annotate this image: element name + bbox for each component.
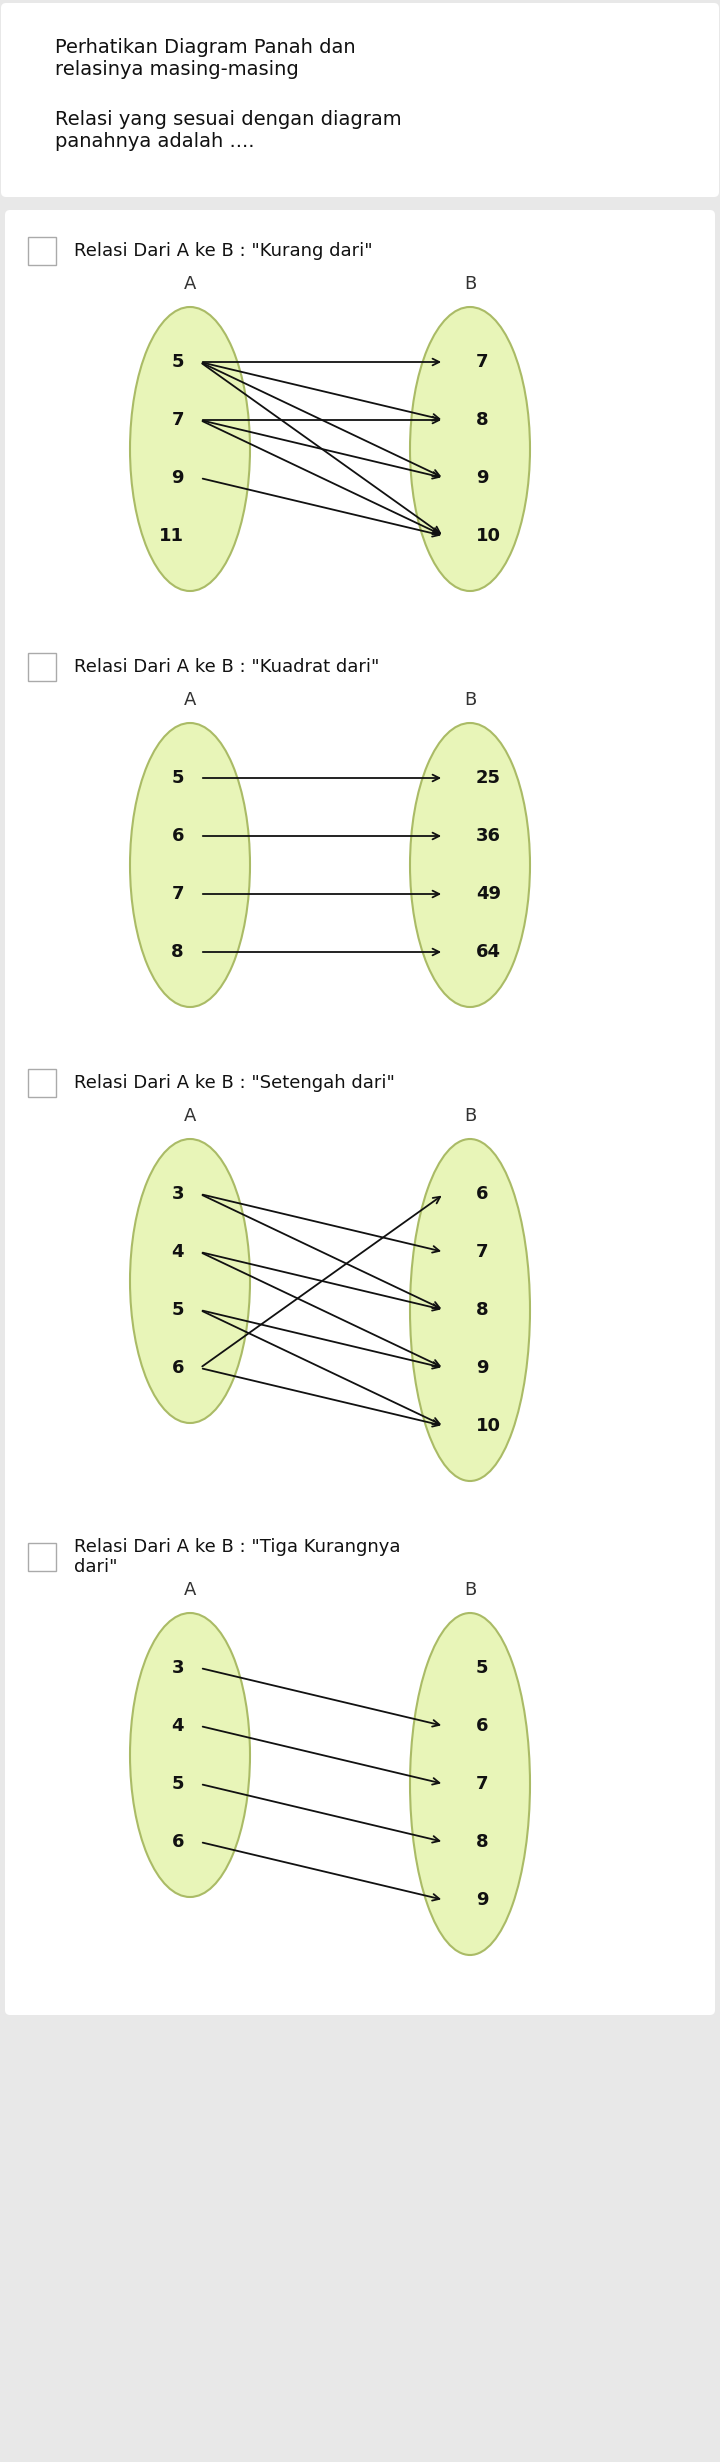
Text: 7: 7	[476, 1775, 488, 1792]
Bar	[28, 236, 56, 266]
Text: 6: 6	[171, 827, 184, 844]
Text: 49: 49	[476, 884, 501, 904]
Text: 9: 9	[171, 468, 184, 487]
Text: 4: 4	[171, 1243, 184, 1261]
Ellipse shape	[410, 1140, 530, 1482]
Bar	[28, 652, 56, 682]
Text: 9: 9	[476, 468, 488, 487]
Text: 8: 8	[476, 1834, 489, 1851]
Text: 64: 64	[476, 943, 501, 960]
Text: A: A	[184, 1108, 196, 1125]
FancyBboxPatch shape	[5, 625, 715, 1066]
Text: 7: 7	[171, 411, 184, 428]
Text: Relasi Dari A ke B : "Tiga Kurangnya
dari": Relasi Dari A ke B : "Tiga Kurangnya dar…	[74, 1539, 400, 1576]
Text: 7: 7	[476, 1243, 488, 1261]
Ellipse shape	[410, 1613, 530, 1955]
Text: B: B	[464, 276, 476, 293]
Text: 3: 3	[171, 1659, 184, 1677]
Text: 9: 9	[476, 1891, 488, 1908]
Text: 6: 6	[171, 1834, 184, 1851]
FancyBboxPatch shape	[5, 209, 715, 650]
Text: B: B	[464, 692, 476, 709]
Text: 10: 10	[476, 1418, 501, 1435]
Text: 5: 5	[171, 768, 184, 788]
FancyBboxPatch shape	[1, 2, 719, 197]
Bar	[28, 1069, 56, 1098]
Ellipse shape	[410, 308, 530, 591]
FancyBboxPatch shape	[5, 1517, 715, 2014]
Text: 7: 7	[171, 884, 184, 904]
Ellipse shape	[410, 724, 530, 1007]
Text: 6: 6	[476, 1184, 488, 1204]
Text: 25: 25	[476, 768, 501, 788]
Text: 10: 10	[476, 527, 501, 544]
Text: Relasi yang sesuai dengan diagram
panahnya adalah ....: Relasi yang sesuai dengan diagram panahn…	[55, 111, 402, 150]
Text: 6: 6	[171, 1359, 184, 1376]
Text: 5: 5	[171, 1300, 184, 1320]
Text: B: B	[464, 1581, 476, 1598]
Text: A: A	[184, 276, 196, 293]
Text: Relasi Dari A ke B : "Kurang dari": Relasi Dari A ke B : "Kurang dari"	[74, 241, 373, 261]
Text: 5: 5	[171, 352, 184, 372]
Text: 5: 5	[171, 1775, 184, 1792]
Text: 11: 11	[159, 527, 184, 544]
Text: A: A	[184, 1581, 196, 1598]
Text: 4: 4	[171, 1716, 184, 1736]
FancyBboxPatch shape	[5, 1041, 715, 1541]
Text: Perhatikan Diagram Panah dan
relasinya masing-masing: Perhatikan Diagram Panah dan relasinya m…	[55, 37, 356, 79]
Text: 5: 5	[476, 1659, 488, 1677]
Text: Relasi Dari A ke B : "Setengah dari": Relasi Dari A ke B : "Setengah dari"	[74, 1073, 395, 1093]
Text: 8: 8	[171, 943, 184, 960]
Ellipse shape	[130, 308, 250, 591]
Text: 8: 8	[476, 411, 489, 428]
Text: Relasi Dari A ke B : "Kuadrat dari": Relasi Dari A ke B : "Kuadrat dari"	[74, 657, 379, 677]
Bar	[28, 1544, 56, 1571]
Text: 7: 7	[476, 352, 488, 372]
Text: 36: 36	[476, 827, 501, 844]
Ellipse shape	[130, 1140, 250, 1423]
Text: 9: 9	[476, 1359, 488, 1376]
Text: A: A	[184, 692, 196, 709]
Text: 3: 3	[171, 1184, 184, 1204]
Text: 6: 6	[476, 1716, 488, 1736]
Ellipse shape	[130, 1613, 250, 1898]
Ellipse shape	[130, 724, 250, 1007]
Text: B: B	[464, 1108, 476, 1125]
Text: 8: 8	[476, 1300, 489, 1320]
